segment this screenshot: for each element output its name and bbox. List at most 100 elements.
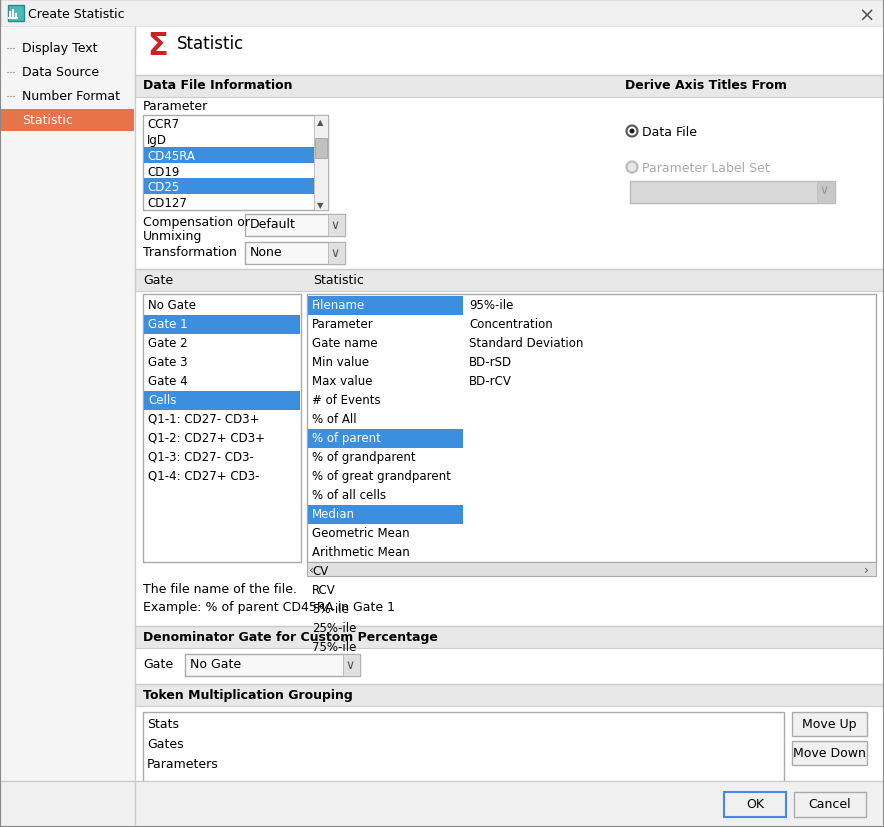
Bar xyxy=(144,147,314,163)
Text: Cells: Cells xyxy=(148,394,177,407)
Bar xyxy=(1,110,134,131)
Bar xyxy=(144,391,300,410)
Text: ‹: ‹ xyxy=(309,563,314,576)
Text: The file name of the file.: The file name of the file. xyxy=(143,582,297,595)
Text: Compensation or: Compensation or xyxy=(143,216,250,229)
Text: Gate: Gate xyxy=(143,274,173,287)
Text: Create Statistic: Create Statistic xyxy=(28,8,125,21)
Text: OK: OK xyxy=(746,797,764,810)
Text: Token Multiplication Grouping: Token Multiplication Grouping xyxy=(143,688,353,701)
Text: No Gate: No Gate xyxy=(148,299,196,312)
Bar xyxy=(307,562,876,576)
Bar xyxy=(135,684,884,706)
Bar xyxy=(245,215,345,237)
Text: CD45RA: CD45RA xyxy=(147,150,194,162)
Text: Gate 2: Gate 2 xyxy=(148,337,187,350)
Bar xyxy=(0,781,884,827)
Text: No Gate: No Gate xyxy=(190,657,241,670)
Bar xyxy=(308,505,463,524)
Text: % of all cells: % of all cells xyxy=(312,489,386,501)
Text: Data Source: Data Source xyxy=(22,66,99,79)
Bar xyxy=(135,626,884,648)
Bar xyxy=(724,792,786,817)
Text: % of grandparent: % of grandparent xyxy=(312,451,415,463)
Text: Gate: Gate xyxy=(143,657,173,670)
Text: Q1-4: CD27+ CD3-: Q1-4: CD27+ CD3- xyxy=(148,470,260,482)
Text: 5%-ile: 5%-ile xyxy=(312,602,349,615)
Text: Geometric Mean: Geometric Mean xyxy=(312,526,409,539)
Text: Number Format: Number Format xyxy=(22,90,120,103)
Bar xyxy=(630,182,835,203)
Text: Gate name: Gate name xyxy=(312,337,377,350)
Text: Concentration: Concentration xyxy=(469,318,552,331)
Text: CV: CV xyxy=(312,564,328,577)
Text: Σ: Σ xyxy=(147,32,168,61)
Text: IgD: IgD xyxy=(147,134,167,146)
Text: Transformation: Transformation xyxy=(143,246,237,259)
Text: CD25: CD25 xyxy=(147,181,179,194)
Bar xyxy=(0,0,884,28)
Bar xyxy=(314,116,328,211)
Text: Parameter: Parameter xyxy=(143,100,209,112)
Circle shape xyxy=(629,129,635,134)
Text: Data File Information: Data File Information xyxy=(143,79,293,92)
Text: Min value: Min value xyxy=(312,356,370,369)
Text: Parameters: Parameters xyxy=(147,757,218,770)
Text: Q1-2: CD27+ CD3+: Q1-2: CD27+ CD3+ xyxy=(148,432,265,444)
Text: ∨: ∨ xyxy=(330,218,339,232)
Text: RCV: RCV xyxy=(312,583,336,596)
Text: Derive Axis Titles From: Derive Axis Titles From xyxy=(625,79,787,92)
Bar xyxy=(308,429,463,448)
Text: Q1-3: CD27- CD3-: Q1-3: CD27- CD3- xyxy=(148,451,254,463)
Text: Gates: Gates xyxy=(147,737,184,750)
Bar xyxy=(792,712,867,736)
Bar xyxy=(307,294,876,562)
Bar xyxy=(328,242,345,265)
Circle shape xyxy=(627,162,637,174)
Text: # of Events: # of Events xyxy=(312,394,381,407)
Text: Standard Deviation: Standard Deviation xyxy=(469,337,583,350)
Text: Move Down: Move Down xyxy=(793,746,865,759)
Text: ∨: ∨ xyxy=(345,658,354,672)
Text: Max value: Max value xyxy=(312,375,372,388)
Bar xyxy=(792,741,867,765)
Text: Default: Default xyxy=(250,218,296,231)
Text: Gate 1: Gate 1 xyxy=(148,318,187,331)
Text: Parameter: Parameter xyxy=(312,318,374,331)
Bar xyxy=(328,215,345,237)
Text: 25%-ile: 25%-ile xyxy=(312,621,356,634)
Bar xyxy=(308,297,463,316)
Text: Statistic: Statistic xyxy=(22,114,72,127)
Text: 95%-ile: 95%-ile xyxy=(469,299,514,312)
Circle shape xyxy=(627,127,637,137)
Bar xyxy=(8,6,24,22)
Bar xyxy=(135,270,884,292)
Bar xyxy=(143,116,328,211)
Text: % of All: % of All xyxy=(312,413,356,425)
Text: CCR7: CCR7 xyxy=(147,118,179,131)
Text: Gate 4: Gate 4 xyxy=(148,375,187,388)
Text: % of great grandparent: % of great grandparent xyxy=(312,470,451,482)
Text: Statistic: Statistic xyxy=(313,274,364,287)
Bar xyxy=(343,654,360,676)
Text: Median: Median xyxy=(312,508,355,520)
Text: Stats: Stats xyxy=(147,717,179,730)
Text: ▼: ▼ xyxy=(317,201,324,210)
Bar xyxy=(143,712,784,784)
Text: 75%-ile: 75%-ile xyxy=(312,640,356,653)
Text: Data File: Data File xyxy=(642,126,697,139)
Bar xyxy=(135,76,884,98)
Bar xyxy=(135,28,884,827)
Text: Filename: Filename xyxy=(312,299,365,312)
Text: Q1-1: CD27- CD3+: Q1-1: CD27- CD3+ xyxy=(148,413,260,425)
Bar xyxy=(817,182,835,203)
Text: BD-rCV: BD-rCV xyxy=(469,375,512,388)
Bar xyxy=(0,28,135,827)
Text: CD19: CD19 xyxy=(147,165,179,179)
Text: % of parent: % of parent xyxy=(312,432,381,444)
Text: ∨: ∨ xyxy=(330,246,339,260)
Text: ▲: ▲ xyxy=(317,118,324,127)
Text: ∨: ∨ xyxy=(819,184,828,197)
Text: Parameter Label Set: Parameter Label Set xyxy=(642,162,770,174)
Text: Example: % of parent CD45RA in Gate 1: Example: % of parent CD45RA in Gate 1 xyxy=(143,600,395,614)
